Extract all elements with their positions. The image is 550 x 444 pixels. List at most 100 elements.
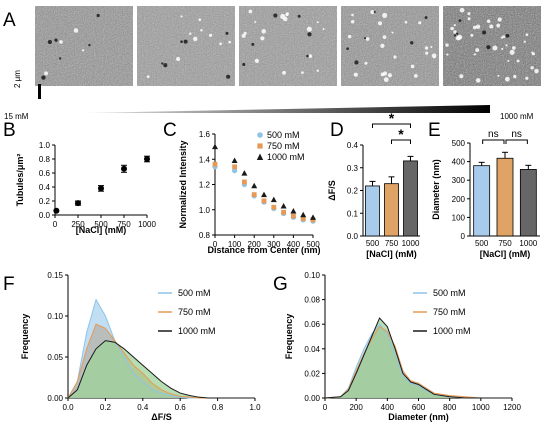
micrograph-tile-2 [137,6,235,86]
x-tick-label: 0.4 [137,403,149,412]
bar-500 [473,165,491,237]
bright-spot [282,70,287,75]
bright-spot [254,20,257,23]
ns-label: ns [511,129,522,140]
dark-spot [161,62,164,65]
x-tick-label: 0.8 [212,403,224,412]
bright-spot [241,33,246,38]
bright-spot [410,64,415,69]
y-tick-label: 0.6 [39,169,51,178]
bright-spot [505,44,508,47]
bright-spot [176,56,181,62]
x-tick-label: 750 [117,220,131,229]
y-tick-label: 0.05 [47,353,63,362]
y-axis-label: Normalized Intensity [178,140,188,228]
point-1000mm [251,182,258,189]
legend-marker-750mm [257,143,263,149]
bright-spot [507,59,510,62]
significance-star: * [398,126,404,142]
dark-spot [180,40,183,43]
bright-spot [424,46,429,50]
gradient-start-label: 15 mM [4,112,29,121]
dark-spot [354,60,359,65]
y-axis-label: Frequency [284,314,294,360]
dark-spot [424,16,428,20]
bright-spot [146,75,150,79]
dark-spot [458,19,462,22]
bright-spot [502,35,506,39]
dark-spot [364,37,367,40]
bright-spot [530,66,534,70]
ns-label: ns [488,129,499,140]
point-1000mm [261,191,267,198]
category-label: 750 [385,239,399,248]
x-tick-label: 500 [306,240,320,249]
point-1000mm [310,214,316,220]
x-tick-label: 200 [248,240,262,249]
bright-spot [248,9,253,14]
dark-spot [54,38,58,42]
bright-spot [322,28,325,31]
panel-label-e: E [428,120,441,141]
bright-spot [387,73,392,78]
bright-spot [418,21,422,25]
bright-spot [347,34,352,39]
legend-label: 750 mM [433,307,466,317]
panel-label-d: D [330,120,344,141]
y-tick-label: 1.0 [199,206,211,215]
bar-1000 [519,169,537,237]
dark-spot [373,10,376,14]
y-axis-label: Tubules/μm² [15,154,25,207]
x-tick-label: 0 [53,220,58,229]
bright-spot [383,77,389,83]
point-1000mm [212,143,218,150]
x-tick-label: 1000 [138,220,156,229]
bar-750 [384,183,399,237]
significance-bracket [391,139,411,144]
bright-spot [497,74,500,77]
dark-spot [456,32,459,35]
y-tick-label: 0.06 [304,320,320,329]
data-point [75,200,81,207]
panel-label-c: C [163,120,177,141]
dark-spot [88,43,91,47]
data-point [98,185,104,192]
line-750-mM [324,325,512,399]
x-axis-label: ΔF/S [151,412,171,422]
bright-spot [501,47,504,50]
bright-spot [382,35,387,40]
ns-bracket [505,139,528,144]
bright-spot [198,18,202,22]
bright-spot [432,56,436,59]
bright-spot [351,13,354,17]
bright-spot [391,31,394,34]
significance-bracket [372,123,411,128]
category-label: 750 [498,239,512,248]
y-tick-label: 1.4 [199,155,211,164]
x-tick-label: 200 [349,403,363,412]
dark-spot [96,13,100,18]
legend-label: 500 mM [267,130,300,140]
scale-bar [38,84,41,99]
point-1000mm [280,202,287,209]
point-750mm [212,161,218,167]
bright-spot [473,53,476,56]
bright-spots [41,7,539,83]
category-label: 500 [366,239,380,248]
x-tick-label: 1000 [472,403,490,412]
bright-spot [380,43,385,48]
bright-spot [513,74,517,79]
y-tick-label: 0.2 [39,197,51,206]
bright-spot [282,16,288,22]
y-axis-label: Diameter (nm) [431,159,441,220]
bright-spot [496,23,501,28]
bright-spot [425,51,429,55]
chart-e-diameter-bars: 0 100 200 300 400 500 500 750 1000[NaCl] (mM) Dia… [431,129,540,259]
point-750mm [271,204,277,210]
bright-spot [370,10,375,15]
dark-spot [505,33,510,38]
bright-spot [285,13,289,17]
bright-spot [523,40,526,43]
bright-spot [525,76,529,80]
